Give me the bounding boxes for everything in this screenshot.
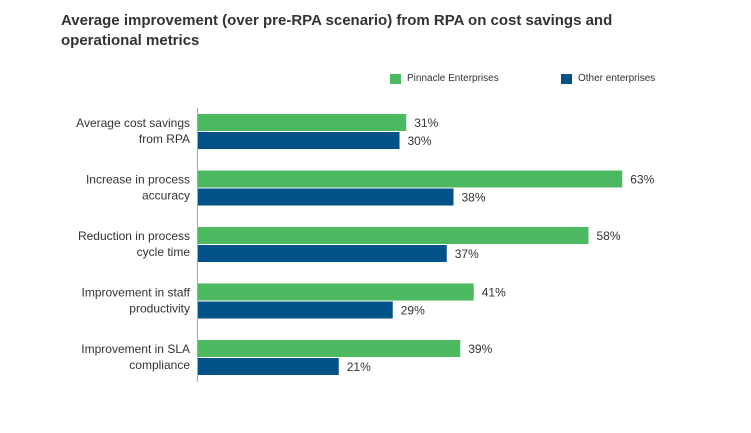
category-label-line: Improvement in staff xyxy=(82,286,191,300)
category-label-line: Improvement in SLA xyxy=(81,342,190,356)
legend-item-other: Other enterprises xyxy=(561,73,655,84)
category-label-line: accuracy xyxy=(142,189,190,203)
category-label: Reduction in process cycle time xyxy=(78,229,190,259)
category-label: Improvement in staff productivity xyxy=(82,286,191,316)
chart-legend: Pinnacle Enterprises Other enterprises xyxy=(0,73,751,87)
data-label: 21% xyxy=(347,360,371,374)
category-label-line: cycle time xyxy=(137,245,191,259)
legend-swatch-pinnacle xyxy=(390,73,401,84)
bar-pinnacle xyxy=(197,170,623,188)
bar-other xyxy=(197,301,393,319)
category-label-line: Increase in process xyxy=(86,173,190,187)
chart-title: Average improvement (over pre-RPA scenar… xyxy=(61,12,613,49)
bar-other xyxy=(197,358,339,375)
data-label: 39% xyxy=(468,342,492,356)
data-label: 29% xyxy=(401,304,425,318)
data-label: 30% xyxy=(408,134,432,148)
legend-swatch-other xyxy=(561,73,572,84)
legend-label-pinnacle: Pinnacle Enterprises xyxy=(407,73,499,84)
legend-item-pinnacle: Pinnacle Enterprises xyxy=(390,73,499,84)
category-label-line: from RPA xyxy=(139,132,190,146)
category-label-line: Reduction in process xyxy=(78,229,190,243)
bar-other xyxy=(197,132,400,149)
category-label-line: compliance xyxy=(129,358,190,372)
data-label: 37% xyxy=(455,247,479,261)
legend-label-other: Other enterprises xyxy=(578,73,656,84)
category-label-line: productivity xyxy=(129,302,190,316)
data-label: 41% xyxy=(482,286,506,300)
bar-other xyxy=(197,188,454,206)
data-label: 31% xyxy=(414,116,438,130)
bar-pinnacle xyxy=(197,227,589,244)
bar-pinnacle xyxy=(197,340,461,357)
bar-pinnacle xyxy=(197,114,407,131)
category-label: Increase in process accuracy xyxy=(86,173,190,203)
bar-other xyxy=(197,245,447,262)
data-label: 63% xyxy=(630,173,654,187)
bar-pinnacle xyxy=(197,283,474,301)
data-label: 58% xyxy=(597,229,621,243)
category-label: Improvement in SLA compliance xyxy=(81,342,190,372)
category-label: Average cost savings from RPA xyxy=(76,116,190,146)
data-label: 38% xyxy=(462,191,486,205)
category-label-line: Average cost savings xyxy=(76,116,190,130)
